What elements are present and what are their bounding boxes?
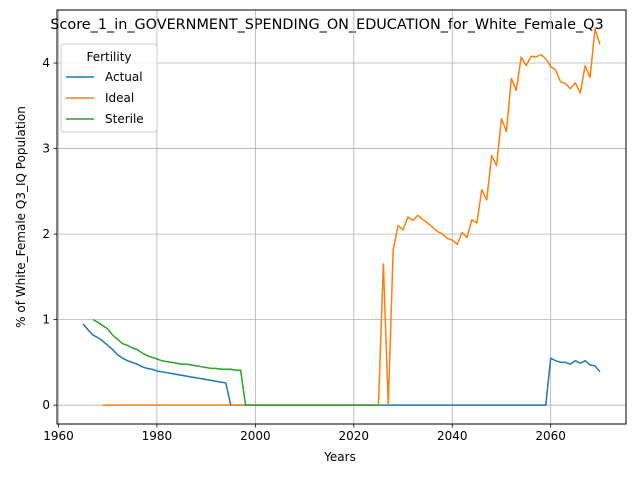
x-tick-label: 2040 [437, 429, 468, 443]
legend-label-sterile: Sterile [105, 112, 144, 126]
x-axis-ticks: 1960 1980 2000 2020 2040 2060 [43, 424, 566, 443]
x-tick-label: 2020 [339, 429, 370, 443]
x-tick-label: 2060 [535, 429, 566, 443]
y-tick-label: 3 [42, 142, 50, 156]
legend-box [60, 43, 158, 133]
x-tick-label: 2000 [240, 429, 271, 443]
legend: Fertility Actual Ideal Sterile [60, 43, 158, 133]
y-tick-label: 4 [42, 56, 50, 70]
series-line-ideal [102, 28, 601, 406]
y-tick-label: 2 [42, 227, 50, 241]
series-line-sterile [92, 318, 379, 406]
x-tick-label: 1960 [43, 429, 74, 443]
y-axis-label: % of White_Female Q3_IQ Population [14, 106, 28, 328]
series-line-actual [82, 323, 601, 406]
plot-frame [56, 9, 627, 425]
y-tick-label: 0 [42, 398, 50, 412]
chart-title: Score_1_in_GOVERNMENT_SPENDING_ON_EDUCAT… [50, 17, 603, 33]
legend-label-actual: Actual [105, 70, 143, 84]
grid [57, 10, 626, 424]
legend-label-ideal: Ideal [105, 91, 134, 105]
x-axis-label: Years [323, 450, 356, 464]
legend-title: Fertility [86, 50, 131, 64]
series-layer [82, 28, 601, 406]
y-axis-ticks: 0 1 2 3 4 [42, 56, 57, 412]
y-tick-label: 1 [42, 313, 50, 327]
x-tick-label: 1980 [142, 429, 173, 443]
